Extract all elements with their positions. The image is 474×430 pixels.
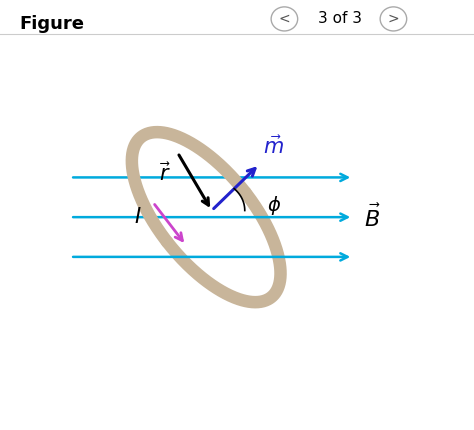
Text: Figure: Figure — [19, 15, 84, 33]
Text: <: < — [279, 12, 290, 26]
Text: $\phi$: $\phi$ — [267, 194, 281, 217]
Text: 3 of 3: 3 of 3 — [318, 12, 362, 26]
Text: >: > — [388, 12, 399, 26]
Text: $\vec{r}$: $\vec{r}$ — [159, 162, 171, 185]
Text: $\vec{B}$: $\vec{B}$ — [364, 203, 381, 231]
Text: $I$: $I$ — [134, 207, 142, 227]
Text: $\vec{m}$: $\vec{m}$ — [263, 135, 284, 157]
